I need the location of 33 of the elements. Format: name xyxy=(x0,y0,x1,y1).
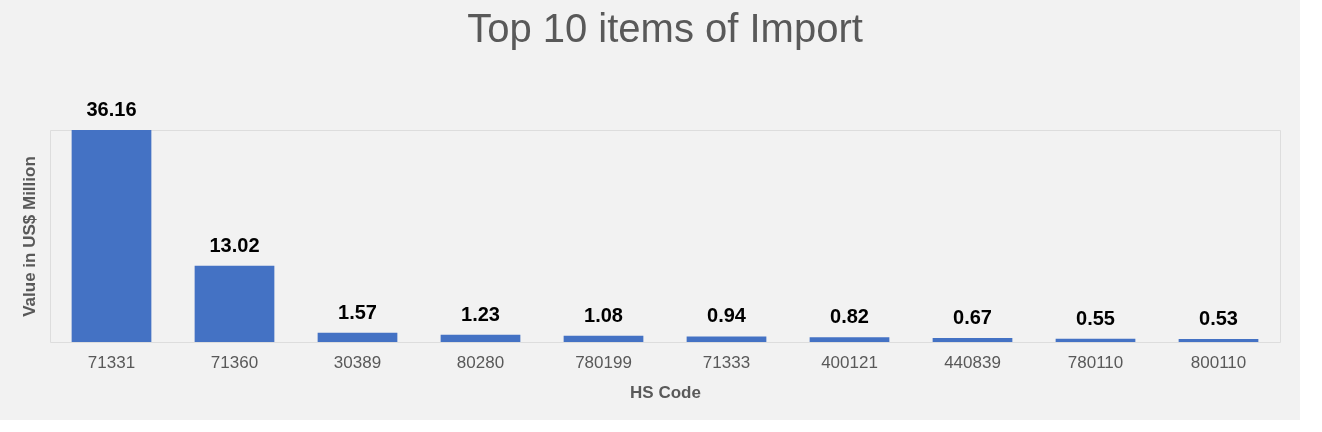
x-axis-title: HS Code xyxy=(630,382,701,402)
y-axis-title: Value in US$ Million xyxy=(19,156,39,317)
x-tick-label: 30389 xyxy=(333,352,382,372)
x-tick-label: 800110 xyxy=(1190,352,1247,372)
bar xyxy=(194,265,275,342)
x-tick-label: 71333 xyxy=(702,352,751,372)
bar xyxy=(440,334,521,342)
data-label: 0.55 xyxy=(1076,306,1115,329)
data-label: 1.08 xyxy=(584,303,623,326)
bar xyxy=(1055,338,1136,342)
data-label: 0.94 xyxy=(707,304,747,327)
data-label: 0.82 xyxy=(830,305,869,328)
bar xyxy=(932,338,1013,342)
data-label: 1.57 xyxy=(338,300,377,323)
bar xyxy=(563,335,644,342)
data-label: 1.23 xyxy=(461,302,500,325)
x-tick-label: 440839 xyxy=(944,352,1001,372)
data-label: 0.67 xyxy=(953,306,992,329)
data-label: 13.02 xyxy=(209,233,260,256)
bar xyxy=(317,332,398,342)
chart-title: Top 10 items of Import xyxy=(467,6,863,50)
x-tick-label: 71360 xyxy=(210,352,259,372)
x-tick-label: 780110 xyxy=(1067,352,1124,372)
bar xyxy=(809,337,890,342)
x-tick-label: 71331 xyxy=(87,352,136,372)
bar xyxy=(1178,338,1259,342)
data-label: 36.16 xyxy=(86,98,137,120)
x-tick-label: 780199 xyxy=(575,352,632,372)
bar xyxy=(686,336,767,342)
x-tick-label: 400121 xyxy=(821,352,878,372)
data-label: 0.53 xyxy=(1199,306,1238,329)
bar xyxy=(71,130,152,342)
x-tick-label: 80280 xyxy=(456,352,505,372)
